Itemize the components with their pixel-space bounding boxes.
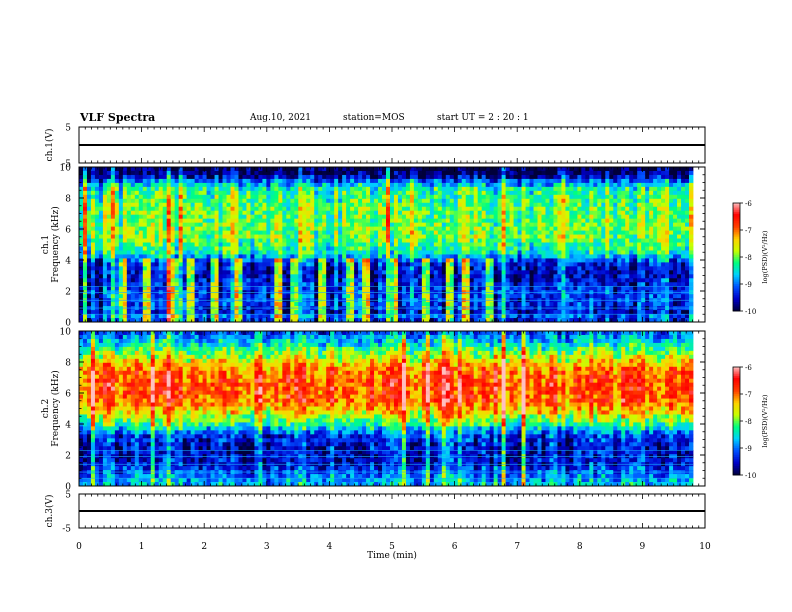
ch1-spectrogram [79, 167, 694, 323]
start-time-label: start UT = 2 : 20 : 1 [437, 113, 529, 123]
ch1-spec-ytick-label: 10 [60, 164, 72, 174]
ch3-wave-ytick-label: -5 [62, 525, 71, 535]
ch2-colorbar-tick: -9 [745, 445, 752, 453]
x-tick-label: 3 [264, 542, 270, 552]
ch2-spectrogram [79, 331, 694, 487]
x-tick-label: 0 [76, 542, 82, 552]
ch2-spec-ytick-label: 10 [60, 328, 72, 338]
ch2-spec-ylabel-line-2: Frequency (kHz) [50, 370, 61, 447]
ch1-spec-ytick-label: 8 [65, 195, 71, 205]
ch2-colorbar-label: log(PSD)(V²/Hz) [761, 394, 769, 447]
ch2-spec-ytick-label: 8 [65, 359, 71, 369]
x-tick-label: 7 [514, 542, 520, 552]
ch1-colorbar-tick: -7 [745, 227, 752, 235]
ch2-colorbar-tick: -10 [745, 472, 756, 480]
ch1-colorbar-label: log(PSD)(V²/Hz) [761, 230, 769, 283]
ch2-spec-ytick-label: 0 [65, 483, 71, 493]
ch2-colorbar-tick: -8 [745, 418, 752, 426]
x-tick-label: 6 [452, 542, 458, 552]
ch3-wave-ylabel: ch.3(V) [44, 495, 55, 528]
chart-title: VLF Spectra [80, 111, 156, 124]
ch1-spec-ylabel-line-2: Frequency (kHz) [50, 206, 61, 283]
ch1-colorbar [732, 202, 743, 312]
ch1-colorbar-tick: -6 [745, 200, 752, 208]
ch1-colorbar-tick: -9 [745, 281, 752, 289]
ch1-wave-ytick-label: -5 [62, 160, 71, 170]
x-tick-label: 5 [389, 542, 395, 552]
ch1-spec-ytick-label: 4 [65, 257, 71, 267]
x-axis-label: Time (min) [367, 550, 417, 561]
x-tick-label: 2 [201, 542, 207, 552]
x-tick-label: 9 [640, 542, 646, 552]
ch1-spec-ylabel-line-1: ch.1 [41, 235, 51, 254]
ch2-spec-ytick-label: 6 [65, 390, 71, 400]
ch2-spec-ylabel-line-1: ch.2 [41, 399, 51, 418]
station-label: station=MOS [343, 113, 405, 123]
ch1-spec-ytick-label: 0 [65, 319, 71, 329]
ch1-colorbar-tick: -8 [745, 254, 752, 262]
ch2-colorbar [732, 366, 743, 476]
ch3-wave-ytick-label: 5 [65, 491, 71, 501]
x-tick-label: 8 [577, 542, 583, 552]
ch1-wave-ytick-label: 5 [65, 124, 71, 134]
ch1-colorbar-tick: -10 [745, 308, 756, 316]
ch2-spec-ytick-label: 2 [65, 452, 71, 462]
ch2-colorbar-tick: -7 [745, 391, 752, 399]
ch1-wave-ylabel: ch.1(V) [44, 129, 55, 162]
ch1-spec-ytick-label: 2 [65, 288, 71, 298]
ch2-spec-ytick-label: 4 [65, 421, 71, 431]
date-label: Aug.10, 2021 [250, 113, 311, 123]
ch2-colorbar-tick: -6 [745, 364, 752, 372]
x-tick-label: 10 [699, 542, 711, 552]
x-tick-label: 1 [139, 542, 145, 552]
ch1-spec-ytick-label: 6 [65, 226, 71, 236]
x-tick-label: 4 [327, 542, 333, 552]
